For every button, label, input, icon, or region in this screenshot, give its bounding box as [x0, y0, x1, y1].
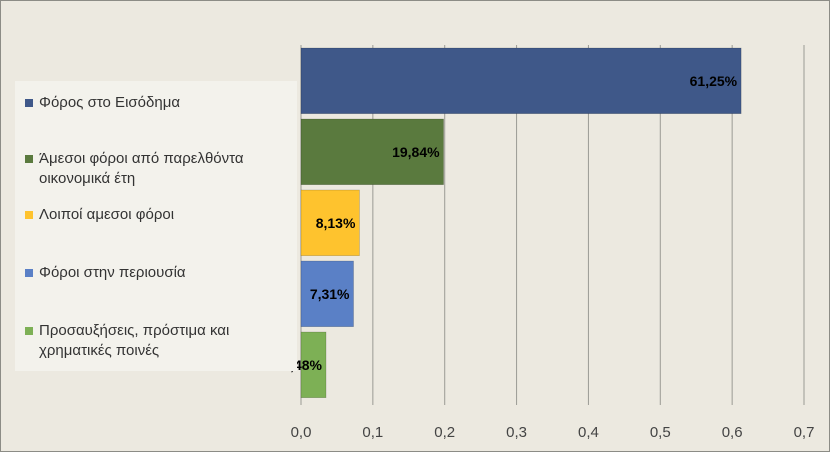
legend-item: Φόρος στο Εισόδημα — [25, 93, 297, 113]
data-label: 7,31% — [310, 286, 350, 302]
bars — [300, 47, 742, 398]
bar — [300, 331, 327, 398]
legend-item: Άμεσοι φόροι από παρελθόντα οικονομικά έ… — [25, 149, 297, 189]
legend-item: Φόροι στην περιουσία — [25, 263, 297, 283]
x-tick-label: 0,4 — [578, 424, 599, 441]
x-tick-label: 0,6 — [722, 424, 743, 441]
legend-swatch — [25, 269, 33, 277]
bar — [300, 260, 354, 327]
data-label: 61,25% — [690, 73, 738, 89]
x-tick-label: 0,5 — [650, 424, 671, 441]
x-tick-label: 0,7 — [794, 424, 815, 441]
bar — [300, 118, 444, 185]
legend-item: Προσαυξήσεις, πρόστιμα και χρηματικές πο… — [25, 321, 297, 361]
x-tick-label: 0,1 — [362, 424, 383, 441]
x-tick-label: 0,0 — [291, 424, 312, 441]
bar — [300, 189, 360, 256]
legend-swatch — [25, 327, 33, 335]
legend-label: Φόρος στο Εισόδημα — [39, 94, 181, 111]
bar — [300, 47, 742, 114]
legend-label: Λοιποί αμεσοι φόροι — [39, 206, 175, 223]
legend-label: Άμεσοι φόροι από παρελθόντα οικονομικά έ… — [39, 150, 244, 187]
data-label: 19,84% — [392, 144, 440, 160]
legend: Φόρος στο Εισόδημα Άμεσοι φόροι από παρε… — [15, 81, 297, 371]
x-tick-label: 0,2 — [434, 424, 455, 441]
x-tick-label: 0,3 — [506, 424, 527, 441]
data-labels: 61,25%19,84%8,13%7,31%3,48% — [282, 73, 737, 373]
data-label: 8,13% — [316, 215, 356, 231]
legend-item: Λοιποί αμεσοι φόροι — [25, 205, 297, 225]
legend-swatch — [25, 99, 33, 107]
x-axis-ticks: 0,0 0,1 0,2 0,3 0,4 0,5 0,6 0,7 — [291, 424, 815, 441]
legend-swatch — [25, 211, 33, 219]
legend-label: Φόροι στην περιουσία — [39, 264, 186, 281]
legend-label: Προσαυξήσεις, πρόστιμα και χρηματικές πο… — [39, 322, 230, 359]
legend-swatch — [25, 155, 33, 163]
